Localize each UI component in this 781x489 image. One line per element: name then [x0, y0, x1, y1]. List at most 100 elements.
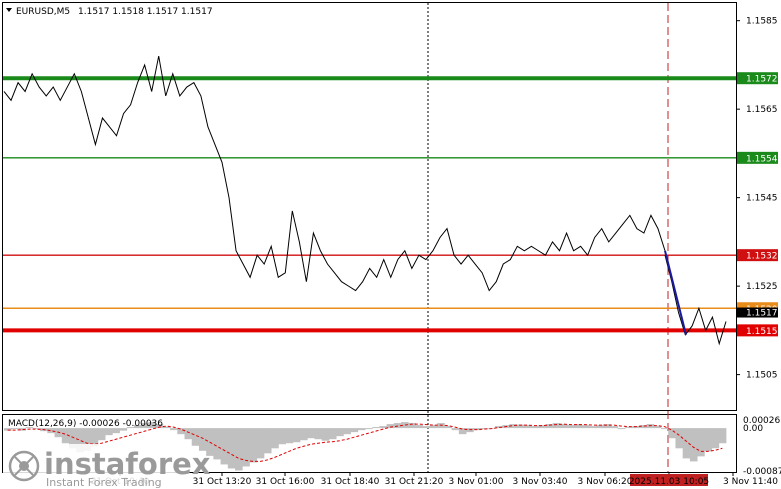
macd-histogram-bar	[18, 428, 27, 431]
macd-histogram-bar	[610, 426, 619, 429]
macd-histogram-bar	[661, 428, 669, 430]
ohlc-header: 1.1517 1.1518 1.1517 1.1517	[78, 7, 213, 17]
macd-histogram-bar	[11, 428, 19, 430]
macd-histogram-bar	[256, 428, 265, 459]
macd-histogram-bar	[444, 426, 453, 429]
macd-histogram-bar	[538, 425, 546, 429]
macd-histogram-bar	[357, 428, 366, 431]
level-label: 1.1532	[746, 252, 778, 262]
macd-label: MACD(12,26,9) -0.00026 -0.00036	[8, 419, 163, 429]
last-price-tag	[737, 307, 778, 318]
forecast-arrow	[664, 250, 687, 336]
macd-histogram-bar	[220, 428, 229, 465]
macd-histogram-bar	[668, 428, 676, 439]
dropdown-triangle-icon[interactable]	[6, 8, 12, 12]
macd-histogram-bar	[386, 424, 395, 429]
macd-histogram-bar	[148, 422, 157, 429]
macd-histogram-bar	[697, 428, 705, 457]
macd-histogram-bar	[574, 424, 582, 429]
macd-histogram-bar	[343, 428, 351, 435]
price-tick-label: 1.1525	[746, 282, 778, 292]
macd-histogram-bar	[105, 428, 113, 436]
macd-histogram-bar	[307, 428, 315, 439]
macd-histogram-bar	[675, 428, 684, 449]
macd-histogram-bar	[466, 428, 474, 433]
level-tag	[737, 151, 778, 164]
macd-histogram-bar	[639, 425, 647, 429]
price-tick-label: 1.1545	[746, 194, 778, 204]
time-tick-label: 2025.11.03 10:05	[629, 477, 709, 487]
macd-tick-label: 0.00	[743, 424, 763, 434]
macd-histogram-bar	[162, 426, 171, 429]
main-chart-frame	[2, 2, 737, 411]
macd-signal-line	[7, 423, 723, 462]
macd-histogram-bar	[119, 428, 128, 431]
macd-histogram-bar	[567, 425, 575, 429]
price-line-before	[3, 55, 666, 292]
macd-histogram-bar	[523, 425, 532, 429]
macd-histogram-bar	[516, 424, 525, 429]
macd-histogram-bar	[191, 428, 200, 446]
price-line-after	[664, 255, 727, 346]
macd-histogram-bar	[559, 424, 568, 429]
level-tag	[737, 324, 778, 337]
macd-histogram-bar	[112, 428, 120, 434]
macd-histogram-bar	[155, 424, 164, 429]
time-tick-label: 31 Oct 18:40	[321, 477, 380, 487]
price-axis: 1.1585 1.1565 1.1545 1.1525 1.1505	[736, 17, 778, 381]
time-tick-label: 31 Oct 21:20	[385, 477, 444, 487]
macd-histogram-bar	[292, 428, 301, 443]
macd-histogram-bar	[61, 428, 70, 444]
macd-histogram-bar	[314, 428, 323, 440]
macd-histogram-bar	[653, 426, 662, 429]
macd-histogram-bar	[646, 424, 655, 429]
time-tick-label: 31 Oct 16:00	[256, 477, 315, 487]
macd-histogram-bar	[198, 428, 207, 451]
macd-histogram-bar	[718, 428, 727, 444]
macd-histogram-bar	[494, 426, 503, 429]
macd-histogram-bar	[624, 427, 633, 429]
macd-histogram-bar	[285, 428, 294, 444]
macd-histogram-bar	[184, 428, 193, 440]
macd-histogram-bar	[422, 426, 431, 429]
watermark-brand: instaforex	[44, 447, 211, 481]
macd-histogram-bar	[213, 428, 221, 460]
symbol-header: EURUSD,M5	[16, 7, 70, 17]
macd-histogram-bar	[90, 428, 99, 447]
macd-histogram-bar	[711, 428, 720, 449]
macd-histogram-bar	[32, 428, 41, 430]
instaforex-logo-icon	[8, 450, 40, 482]
macd-histogram-bar	[682, 428, 691, 459]
price-tick-label: 1.1505	[746, 371, 778, 381]
macd-histogram-bar	[704, 428, 712, 452]
level-tag	[737, 249, 778, 262]
time-tick-label: 31 Oct 13:20	[193, 477, 252, 487]
macd-histogram-bar	[321, 428, 330, 441]
macd-histogram-bar	[581, 425, 590, 429]
macd-histogram-bar	[372, 427, 380, 429]
macd-histogram-bar	[278, 428, 286, 445]
macd-histogram-bar	[531, 426, 539, 429]
macd-histogram-bar	[242, 428, 250, 467]
macd-histogram-bar	[133, 425, 142, 429]
macd-histogram-bar	[141, 423, 149, 429]
macd-histogram-bar	[429, 425, 438, 429]
macd-histogram-bar	[271, 428, 279, 449]
macd-histogram-bar	[263, 428, 272, 454]
macd-histogram-bar	[545, 424, 554, 429]
macd-histogram-bar	[300, 428, 308, 441]
time-tick-label: 3 Nov 01:00	[449, 477, 504, 487]
macd-histogram-bar	[249, 428, 258, 463]
time-tick-label: 3 Nov 03:40	[513, 477, 568, 487]
macd-histogram-bar	[170, 428, 178, 431]
macd-histogram-bar	[76, 428, 84, 453]
level-label: 1.1554	[746, 154, 778, 164]
macd-histogram-bar	[617, 428, 626, 430]
macd-histogram-bar	[365, 428, 373, 430]
macd-histogram-bar	[451, 428, 460, 431]
macd-histogram-bar	[177, 428, 185, 435]
macd-histogram-bar	[509, 424, 518, 429]
time-tick-label: 3 Nov 11:40	[723, 477, 778, 487]
macd-histogram-bar	[458, 428, 467, 435]
